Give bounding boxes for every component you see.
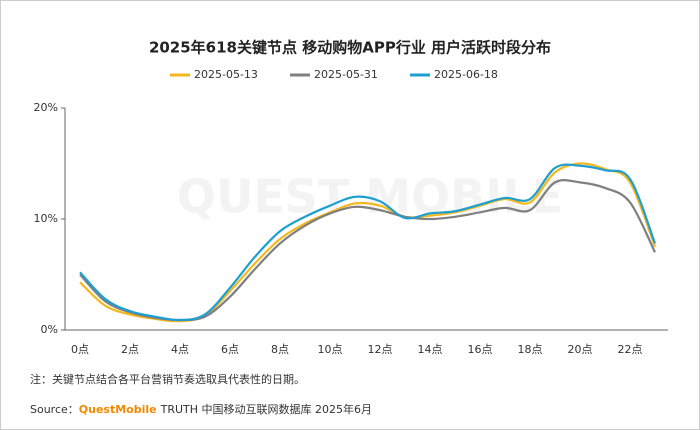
x-tick-label: 14点 (418, 343, 443, 356)
x-tick-label: 4点 (171, 343, 189, 356)
source-prefix: Source： (30, 403, 79, 416)
x-tick-label: 0点 (71, 343, 89, 356)
source-brand: QuestMobile (79, 403, 157, 416)
x-tick-label: 22点 (618, 343, 643, 356)
series-line (79, 162, 657, 323)
legend-label: 2025-05-31 (314, 68, 378, 81)
y-tick-label: 0% (41, 323, 58, 336)
series-line (79, 163, 657, 322)
y-tick-label: 10% (34, 212, 58, 225)
note: 注：关键节点结合各平台营销节奏选取具代表性的日期。 (30, 372, 305, 386)
x-tick-label: 18点 (518, 343, 543, 356)
x-tick-label: 12点 (368, 343, 393, 356)
chart-title: 2025年618关键节点 移动购物APP行业 用户活跃时段分布 (149, 39, 551, 57)
x-tick-label: 2点 (121, 343, 139, 356)
x-tick-label: 6点 (221, 343, 239, 356)
y-tick-label: 20% (34, 101, 58, 114)
x-tick-label: 20点 (568, 343, 593, 356)
legend-label: 2025-06-18 (434, 68, 498, 81)
x-tick-label: 16点 (468, 343, 493, 356)
x-tick-label: 10点 (318, 343, 343, 356)
source-text: TRUTH 中国移动互联网数据库 2025年6月 (160, 402, 372, 416)
source: Source：QuestMobile TRUTH 中国移动互联网数据库 2025年… (30, 402, 372, 416)
x-tick-label: 8点 (271, 343, 289, 356)
watermark: QUEST MOBILE (177, 170, 563, 224)
legend-label: 2025-05-13 (194, 68, 258, 81)
